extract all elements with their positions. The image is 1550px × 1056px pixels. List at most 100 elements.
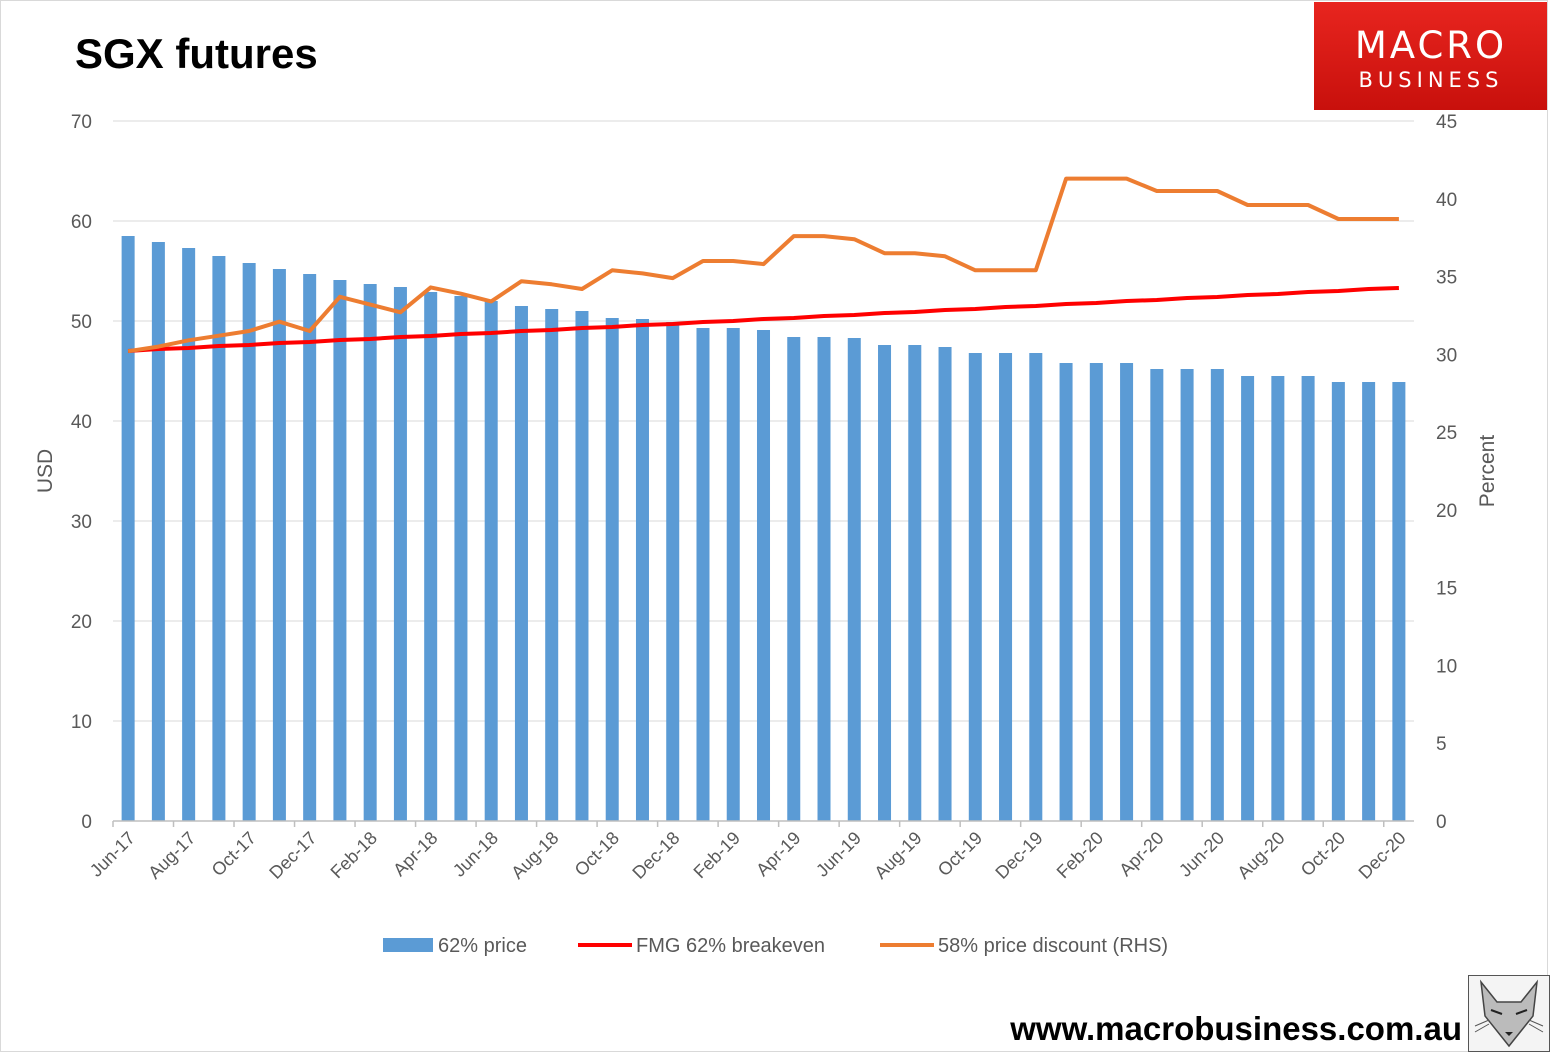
y2-tick-label: 0 <box>1436 812 1447 833</box>
y2-tick-label: 35 <box>1436 268 1457 289</box>
x-tick-label: Jun-17 <box>86 828 139 881</box>
x-tick-label: Feb-20 <box>1053 828 1107 882</box>
legend-swatch-bar <box>383 938 433 952</box>
x-tick-label: Apr-20 <box>1115 828 1167 880</box>
x-tick-label: Jun-18 <box>449 828 502 881</box>
x-tick-label: Apr-19 <box>752 828 804 880</box>
y2-tick-label: 20 <box>1436 501 1457 522</box>
x-tick-label: Dec-19 <box>991 828 1046 883</box>
bar-62-price <box>393 287 407 821</box>
bar-62-price <box>999 353 1013 821</box>
y2-tick-label: 5 <box>1436 734 1447 755</box>
x-tick-label: Jun-19 <box>812 828 865 881</box>
bar-62-price <box>212 256 226 821</box>
bar-62-price <box>605 318 619 821</box>
legend-label: 62% price <box>438 935 527 957</box>
y-tick-label: 10 <box>71 712 92 733</box>
y2-tick-label: 10 <box>1436 656 1457 677</box>
bar-62-price <box>1362 382 1376 821</box>
y-tick-label: 30 <box>71 512 92 533</box>
x-tick-label: Feb-19 <box>690 828 744 882</box>
bar-62-price <box>938 347 952 821</box>
x-tick-label: Dec-20 <box>1355 828 1410 883</box>
y-axis-title: USD <box>34 449 57 493</box>
y-tick-label: 60 <box>71 212 92 233</box>
bar-62-price <box>635 319 649 821</box>
bar-62-price <box>1059 363 1073 821</box>
bar-62-price <box>121 236 135 821</box>
line-58-discount <box>127 176 1399 354</box>
bar-62-price <box>1331 382 1345 821</box>
y-tick-label: 40 <box>71 412 92 433</box>
x-tick-label: Aug-17 <box>144 828 199 883</box>
bar-62-price <box>666 322 680 821</box>
y2-tick-label: 15 <box>1436 579 1457 600</box>
y-tick-label: 50 <box>71 312 92 333</box>
bar-62-price <box>272 269 286 821</box>
bar-62-price <box>1392 382 1406 821</box>
fox-logo-icon <box>1468 975 1550 1052</box>
bar-62-price <box>182 248 196 821</box>
x-tick-label: Jun-20 <box>1175 828 1228 881</box>
bar-62-price <box>1271 376 1285 821</box>
bar-62-price <box>303 274 317 821</box>
bar-62-price <box>484 301 498 821</box>
bar-62-price <box>1241 376 1255 821</box>
bar-62-price <box>847 338 861 821</box>
bar-62-price <box>545 309 559 821</box>
chart-title: SGX futures <box>75 30 318 77</box>
x-tick-label: Feb-18 <box>327 828 381 882</box>
bar-62-price <box>1180 369 1194 821</box>
x-tick-label: Apr-18 <box>389 828 441 880</box>
website-url: www.macrobusiness.com.au <box>1010 1010 1462 1047</box>
bar-62-price <box>878 345 892 821</box>
bar-62-price <box>1120 363 1134 821</box>
bar-62-price <box>1301 376 1315 821</box>
y2-tick-label: 30 <box>1436 345 1457 366</box>
bar-62-price <box>424 292 438 821</box>
y2-tick-label: 25 <box>1436 423 1457 444</box>
bar-62-price <box>514 306 528 821</box>
bar-62-price <box>333 280 347 821</box>
bar-62-price <box>817 337 831 821</box>
y-tick-label: 70 <box>71 112 92 133</box>
y-tick-label: 0 <box>81 812 92 833</box>
line-fmg-breakeven <box>127 286 1399 353</box>
x-tick-label: Dec-18 <box>628 828 683 883</box>
bar-62-price <box>908 345 922 821</box>
logo-line2: BUSINESS <box>1358 68 1504 92</box>
bar-62-price <box>1029 353 1043 821</box>
x-tick-label: Aug-20 <box>1233 828 1288 883</box>
bar-62-price <box>696 328 710 821</box>
bar-62-price <box>363 284 377 821</box>
y2-tick-label: 45 <box>1436 112 1457 133</box>
bar-62-price <box>151 242 165 821</box>
x-tick-label: Dec-17 <box>265 828 320 883</box>
legend-label: 58% price discount (RHS) <box>938 935 1168 957</box>
logo-line1: MACRO <box>1354 24 1508 67</box>
macrobusiness-logo: MACRO BUSINESS <box>1314 2 1548 110</box>
x-tick-label: Aug-19 <box>870 828 925 883</box>
bar-62-price <box>968 353 982 821</box>
bar-62-price <box>726 328 740 821</box>
x-tick-label: Aug-18 <box>507 828 562 883</box>
bar-62-price <box>1150 369 1164 821</box>
x-tick-label: Oct-19 <box>934 828 986 880</box>
y2-tick-label: 40 <box>1436 190 1457 211</box>
y-tick-label: 20 <box>71 612 92 633</box>
bar-62-price <box>454 296 468 821</box>
x-tick-label: Oct-20 <box>1297 828 1349 880</box>
bar-62-price <box>242 263 256 821</box>
y2-axis-title: Percent <box>1476 435 1499 508</box>
legend-label: FMG 62% breakeven <box>636 935 825 957</box>
bar-62-price <box>1089 363 1103 821</box>
bar-62-price <box>575 311 589 821</box>
x-tick-label: Oct-18 <box>571 828 623 880</box>
x-tick-label: Oct-17 <box>208 828 260 880</box>
bar-62-price <box>756 330 771 821</box>
bar-62-price <box>787 337 801 821</box>
bar-62-price <box>1210 369 1224 821</box>
